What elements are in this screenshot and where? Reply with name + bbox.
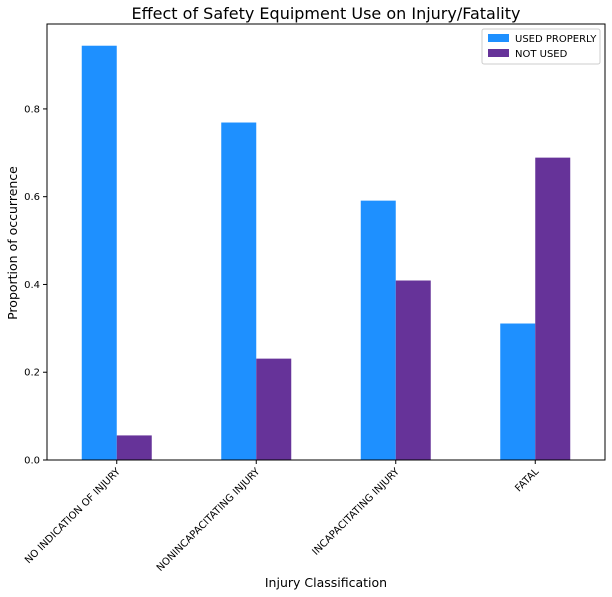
- legend-box: [481, 28, 601, 65]
- y-tick-label: 0.6: [24, 192, 40, 203]
- x-tick-label: INCAPACITATING INJURY: [310, 466, 402, 558]
- x-tick-label: NONINCAPACITATING INJURY: [155, 466, 263, 574]
- y-axis-label: Proportion of occurrence: [5, 166, 20, 320]
- bar-1-3: [360, 200, 396, 460]
- y-tick-label: 0.0: [24, 456, 40, 467]
- plot-area: 0.0 0.2 0.4 0.6 0.8 NO INDICATION OF INJURY NO…: [23, 45, 571, 574]
- legend: USED PROPERLY NOT USED: [481, 28, 601, 65]
- legend-swatch-2: [488, 49, 509, 57]
- bar-1-2: [221, 122, 257, 461]
- legend-label-1: USED PROPERLY: [515, 34, 597, 45]
- y-tick-label: 0.4: [24, 280, 40, 291]
- bar-2-1: [116, 435, 152, 460]
- legend-label-2: NOT USED: [515, 49, 568, 60]
- bar-2-2: [256, 358, 292, 460]
- x-axis-label: Injury Classification: [265, 575, 387, 590]
- y-tick-label: 0.8: [24, 104, 40, 115]
- bar-1-1: [81, 45, 117, 460]
- x-tick-label: FATAL: [513, 466, 541, 494]
- bar-2-4: [535, 157, 571, 460]
- x-tick-label: NO INDICATION OF INJURY: [23, 466, 123, 566]
- bar-1-4: [500, 323, 536, 460]
- y-tick-label: 0.2: [24, 368, 40, 379]
- bar-2-3: [395, 280, 431, 460]
- plot-frame: [46, 23, 606, 461]
- legend-swatch-1: [488, 34, 509, 42]
- chart-title: Effect of Safety Equipment Use on Injury…: [132, 4, 521, 23]
